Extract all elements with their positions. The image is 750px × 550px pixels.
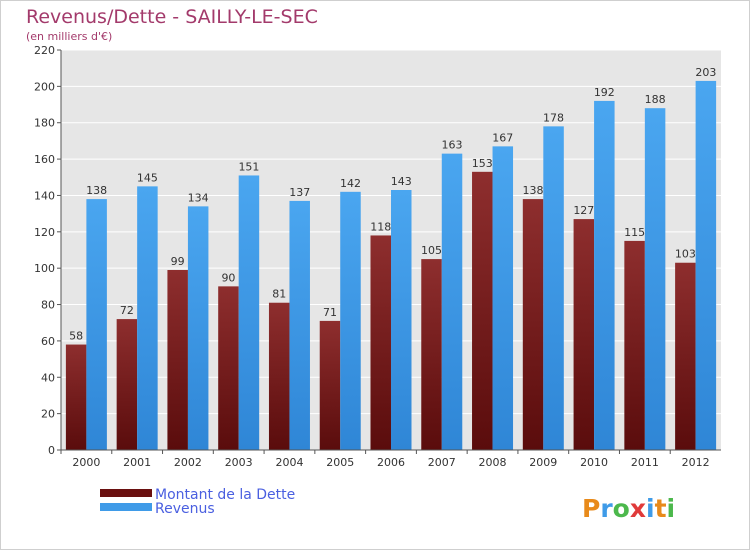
x-tick-label: 2010: [580, 456, 608, 469]
bar-debt: [472, 171, 493, 450]
y-tick-label: 160: [34, 153, 55, 166]
bar-debt: [167, 270, 188, 450]
x-tick-label: 2012: [682, 456, 710, 469]
x-tick-label: 2000: [72, 456, 100, 469]
x-tick-label: 2005: [326, 456, 354, 469]
bar-debt: [65, 344, 87, 450]
value-label-revenue: 192: [594, 86, 615, 99]
legend-swatch-revenue: [100, 503, 152, 511]
value-label-debt: 58: [69, 330, 83, 343]
value-label-debt: 153: [472, 157, 493, 170]
value-label-revenue: 142: [340, 177, 361, 190]
y-tick-label: 120: [34, 226, 55, 239]
value-label-debt: 103: [675, 248, 696, 261]
x-tick-label: 2001: [123, 456, 151, 469]
proxiti-logo-text: Proxiti: [582, 494, 675, 523]
value-label-debt: 81: [272, 288, 286, 301]
bar-revenue: [391, 190, 412, 450]
value-label-revenue: 145: [137, 171, 158, 184]
bar-debt: [319, 320, 341, 450]
value-label-debt: 127: [573, 204, 594, 217]
bar-debt: [116, 319, 138, 450]
value-label-revenue: 151: [238, 160, 259, 173]
x-tick-label: 2006: [377, 456, 405, 469]
bar-revenue: [492, 146, 514, 450]
bar-debt: [573, 219, 595, 450]
legend-swatch-debt: [100, 489, 152, 497]
value-label-revenue: 203: [695, 66, 716, 79]
value-label-revenue: 137: [289, 186, 310, 199]
x-tick-label: 2004: [275, 456, 303, 469]
y-tick-label: 0: [48, 444, 55, 457]
bar-debt: [268, 302, 290, 450]
value-label-revenue: 167: [492, 131, 513, 144]
y-tick-label: 80: [41, 299, 55, 312]
y-tick-label: 40: [41, 371, 55, 384]
value-label-debt: 71: [323, 306, 337, 319]
bar-revenue: [340, 191, 361, 450]
value-label-revenue: 138: [86, 184, 107, 197]
value-label-debt: 90: [221, 271, 235, 284]
bar-revenue: [137, 186, 158, 450]
bar-debt: [370, 235, 391, 450]
legend: Montant de la Dette Revenus: [100, 487, 295, 517]
y-tick-label: 140: [34, 189, 55, 202]
value-label-debt: 72: [120, 304, 134, 317]
y-tick-label: 200: [34, 80, 55, 93]
bar-revenue: [187, 206, 209, 450]
value-label-revenue: 143: [391, 175, 412, 188]
bar-revenue: [594, 100, 615, 450]
value-label-revenue: 163: [442, 139, 463, 152]
chart-title: Revenus/Dette - SAILLY-LE-SEC: [26, 6, 318, 28]
bar-revenue: [289, 200, 310, 450]
x-tick-label: 2011: [631, 456, 659, 469]
x-tick-label: 2007: [428, 456, 456, 469]
y-tick-label: 180: [34, 117, 55, 130]
y-tick-label: 20: [41, 408, 55, 421]
bar-debt: [218, 286, 239, 450]
value-label-revenue: 134: [188, 191, 209, 204]
value-label-debt: 99: [171, 255, 185, 268]
value-label-revenue: 178: [543, 111, 564, 124]
bar-debt: [522, 199, 544, 450]
x-tick-label: 2009: [529, 456, 557, 469]
bar-revenue: [644, 108, 666, 450]
bar-debt: [421, 259, 442, 450]
y-tick-label: 220: [34, 44, 55, 57]
bar-revenue: [543, 126, 564, 450]
bar-revenue: [238, 175, 260, 451]
bars: 58 138 72 145 99 134 90 151 81 137 71 142 118 143 105 1…: [65, 66, 717, 451]
bar-debt: [675, 262, 696, 450]
y-tick-label: 100: [34, 262, 55, 275]
proxiti-logo: Proxiti: [582, 494, 675, 523]
x-tick-label: 2008: [479, 456, 507, 469]
value-label-debt: 105: [421, 244, 442, 257]
value-label-debt: 118: [370, 220, 391, 233]
y-tick-label: 60: [41, 335, 55, 348]
legend-label-revenue: Revenus: [155, 501, 215, 517]
bar-debt: [624, 240, 645, 450]
axes: 0 20 40 60 80 100 120 140 160 180 200 220 2000 2001 20…: [34, 44, 721, 469]
value-label-debt: 138: [523, 184, 544, 197]
bar-revenue: [441, 153, 463, 451]
legend-label-debt: Montant de la Dette: [155, 487, 295, 503]
x-tick-label: 2003: [225, 456, 253, 469]
value-label-revenue: 188: [645, 93, 666, 106]
value-label-debt: 115: [624, 226, 645, 239]
bar-revenue: [695, 80, 717, 450]
x-tick-label: 2002: [174, 456, 202, 469]
chart-subtitle: (en milliers d'€): [26, 30, 112, 43]
bar-revenue: [86, 199, 107, 450]
